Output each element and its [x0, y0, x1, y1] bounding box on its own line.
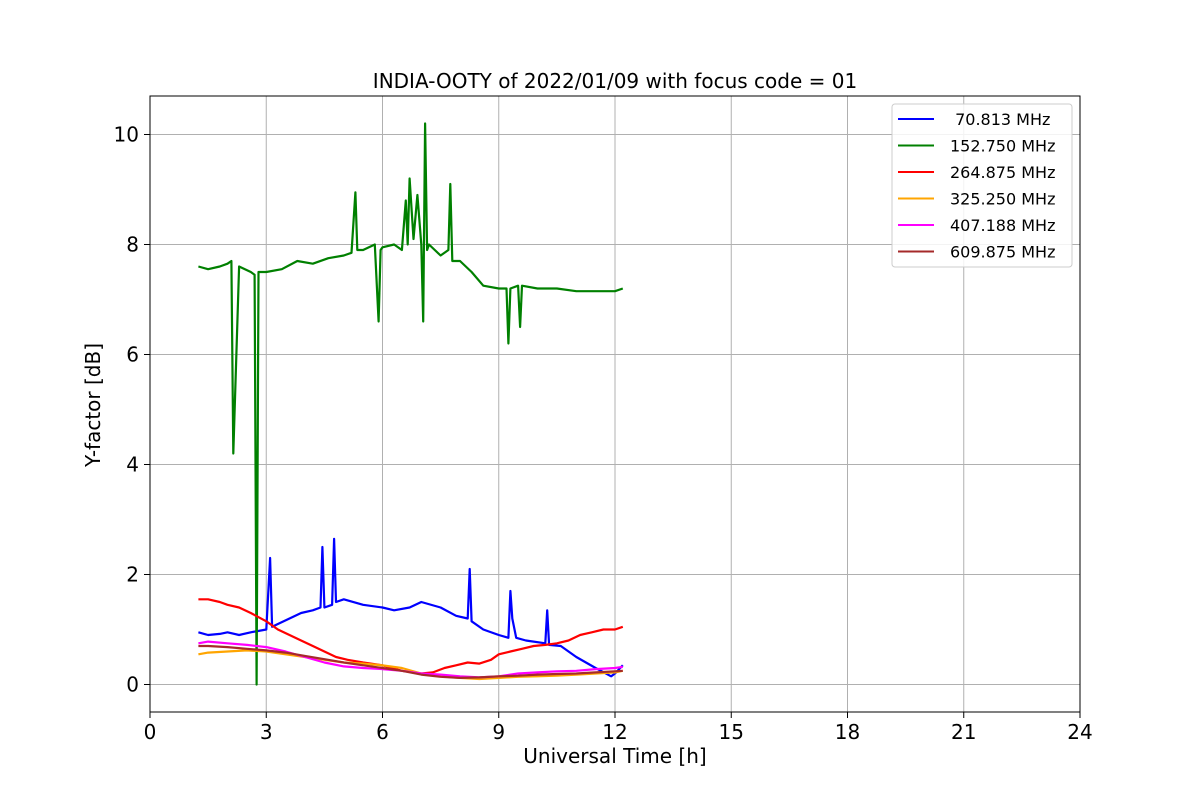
plot-series	[198, 122, 624, 686]
series-line-5	[198, 644, 623, 680]
legend-entry: 264.875 MHz	[950, 163, 1055, 182]
legend-entry: 152.750 MHz	[950, 137, 1055, 156]
series-line-3	[198, 649, 624, 681]
y-tick-label: 4	[126, 453, 139, 477]
x-tick-label: 3	[260, 720, 273, 744]
y-tick-label: 6	[126, 343, 139, 367]
x-tick-label: 24	[1067, 720, 1092, 744]
x-axis-ticks: 0 3 6 9 12 15 18 21 24	[144, 712, 1093, 744]
legend: 70.813 MHz 152.750 MHz 264.875 MHz 325.250 …	[891, 103, 1073, 268]
chart-title: INDIA-OOTY of 2022/01/09 with focus code…	[373, 69, 857, 93]
legend-entry: 609.875 MHz	[950, 243, 1055, 262]
series-line-0	[198, 537, 624, 678]
y-tick-label: 10	[114, 123, 139, 147]
series-line-2	[198, 598, 624, 675]
x-tick-label: 15	[719, 720, 744, 744]
y-tick-label: 8	[126, 233, 139, 257]
y-axis-ticks: 0 2 4 6 8 10	[114, 123, 150, 697]
y-tick-label: 2	[126, 563, 139, 587]
legend-entry: 325.250 MHz	[950, 190, 1055, 209]
y-axis-label: Y-factor [dB]	[81, 343, 105, 468]
x-tick-label: 9	[492, 720, 505, 744]
x-tick-label: 18	[835, 720, 860, 744]
legend-box	[891, 103, 1073, 268]
x-tick-label: 0	[144, 720, 157, 744]
x-tick-label: 21	[951, 720, 976, 744]
legend-entry: 70.813 MHz	[950, 110, 1050, 129]
x-tick-label: 12	[602, 720, 627, 744]
legend-entry: 407.188 MHz	[950, 216, 1055, 235]
x-axis-label: Universal Time [h]	[523, 744, 706, 768]
x-tick-label: 6	[376, 720, 389, 744]
y-tick-label: 0	[126, 673, 139, 697]
series-line-1	[198, 122, 624, 686]
